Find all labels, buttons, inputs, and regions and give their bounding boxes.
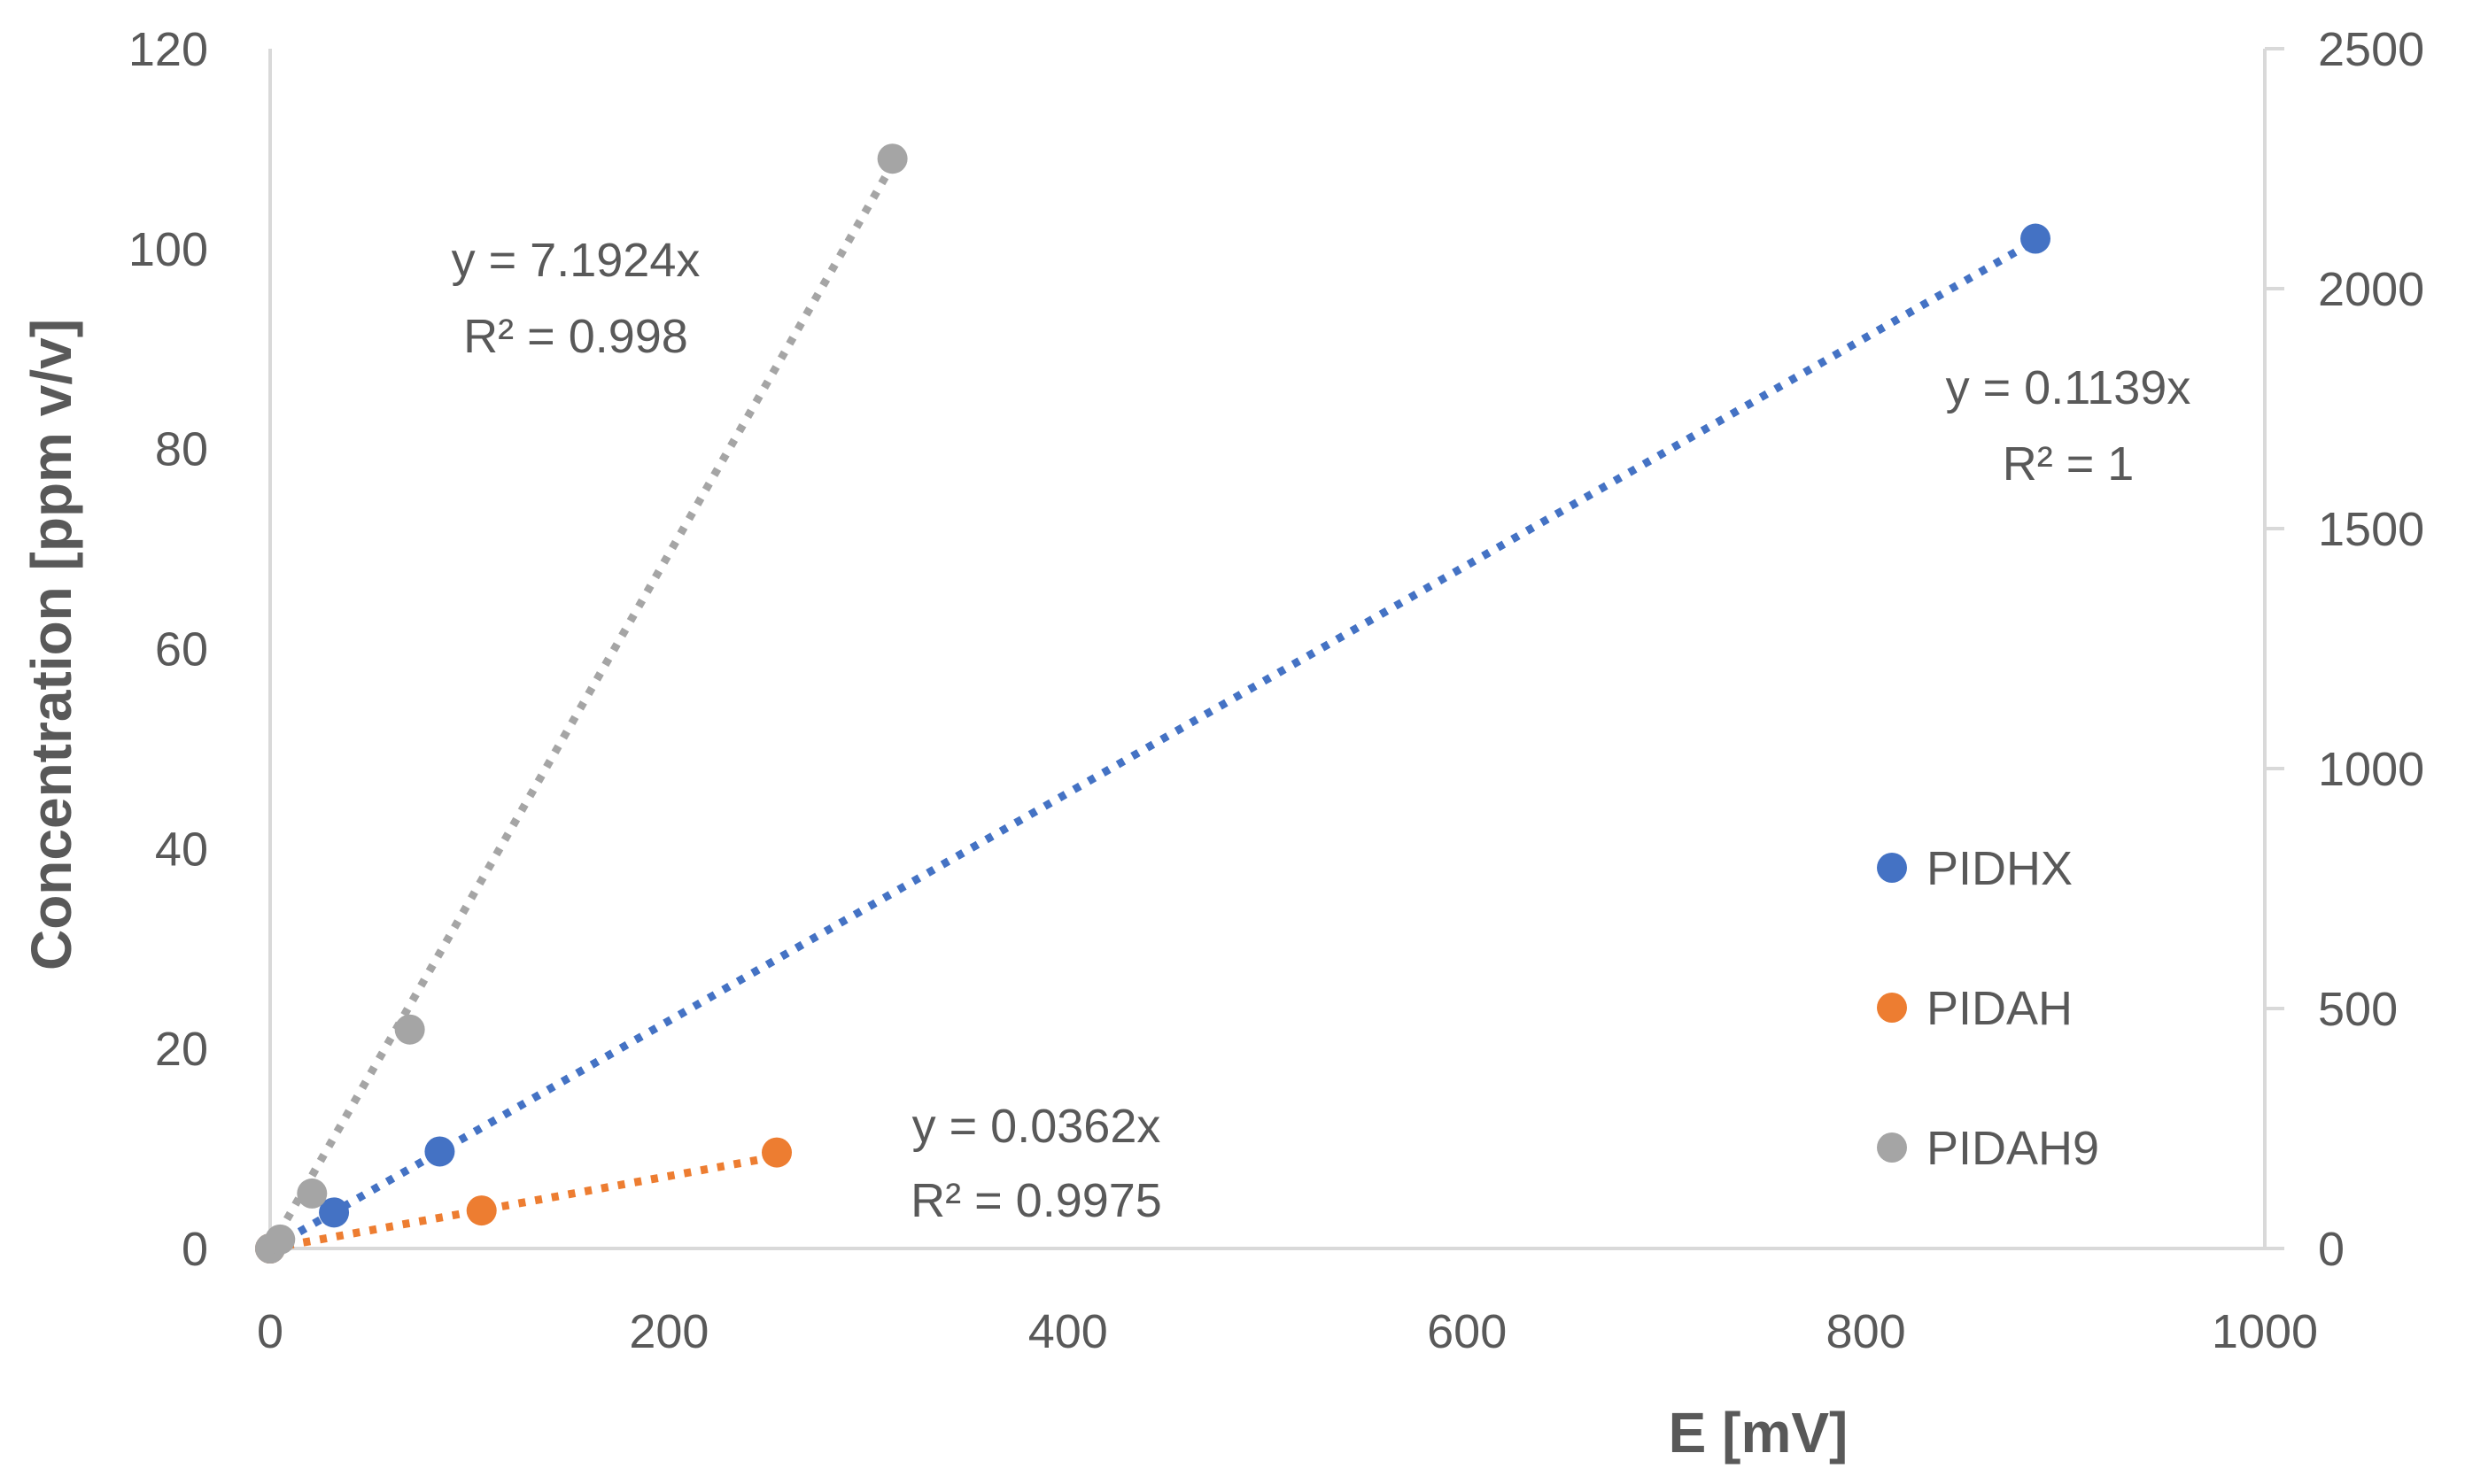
point-pidah-2 xyxy=(762,1137,793,1168)
point-pidah9-2 xyxy=(297,1178,328,1209)
y-tick-label-40: 40 xyxy=(155,823,208,876)
trendline-r2-pidah: R² = 0.9975 xyxy=(911,1174,1162,1227)
x-tick-label-1000: 1000 xyxy=(2212,1305,2318,1358)
secondary-y-tick-label-1000: 1000 xyxy=(2318,743,2424,796)
legend-marker-pidah9 xyxy=(1877,1132,1907,1163)
x-axis-title: E [mV] xyxy=(1669,1401,1849,1465)
trendlines xyxy=(267,162,2038,1253)
trendline-pidah xyxy=(269,1152,778,1253)
y-tick-label-60: 60 xyxy=(155,623,208,676)
y-tick-label-0: 0 xyxy=(182,1223,208,1276)
point-pidhx-1 xyxy=(319,1197,350,1228)
point-pidah9-3 xyxy=(394,1014,425,1045)
axes xyxy=(268,49,2267,1250)
legend: PIDHX PIDAH PIDAH9 xyxy=(1877,842,2099,1175)
trendline-r2-pidhx: R² = 1 xyxy=(2003,437,2135,491)
secondary-y-tick-label-2500: 2500 xyxy=(2318,23,2424,76)
legend-label-pidah: PIDAH xyxy=(1926,982,2073,1035)
secondary-y-tick-labels: 0 500 1000 1500 2000 2500 xyxy=(2265,23,2424,1276)
secondary-y-tick-label-0: 0 xyxy=(2318,1223,2345,1276)
x-tick-label-200: 200 xyxy=(629,1305,709,1358)
secondary-y-tick-label-500: 500 xyxy=(2318,983,2398,1036)
x-tick-label-400: 400 xyxy=(1028,1305,1108,1358)
y-tick-label-120: 120 xyxy=(128,23,208,76)
trendline-equation-pidah9: y = 7.1924x xyxy=(452,234,701,287)
trendline-equation-pidhx: y = 0.1139x xyxy=(1946,361,2191,414)
x-tick-label-800: 800 xyxy=(1826,1305,1906,1358)
point-pidhx-2 xyxy=(424,1136,455,1167)
secondary-y-tick-label-1500: 1500 xyxy=(2318,503,2424,556)
legend-label-pidhx: PIDHX xyxy=(1926,842,2073,895)
point-pidhx-3 xyxy=(2020,223,2051,254)
legend-marker-pidah xyxy=(1877,993,1907,1023)
point-pidah9-1 xyxy=(265,1224,296,1255)
legend-marker-pidhx xyxy=(1877,853,1907,883)
y-tick-label-80: 80 xyxy=(155,423,208,476)
trendline-pidhx xyxy=(267,236,2038,1252)
point-pidah9-4 xyxy=(877,143,908,174)
x-tick-label-0: 0 xyxy=(257,1305,283,1358)
y-axis-title: Concentration [ppm v/v] xyxy=(19,319,83,970)
secondary-y-tick-label-2000: 2000 xyxy=(2318,263,2424,316)
trendline-annotations: y = 0.1139x R² = 1 y = 0.0362x R² = 0.9975 y… xyxy=(452,234,2191,1227)
x-tick-labels: 0 200 400 600 800 1000 xyxy=(257,1305,2318,1358)
point-pidah-1 xyxy=(466,1195,497,1226)
trendline-r2-pidah9: R² = 0.998 xyxy=(463,310,688,363)
legend-label-pidah9: PIDAH9 xyxy=(1926,1122,2099,1175)
y-tick-labels: 0 20 40 60 80 100 120 xyxy=(128,23,208,1276)
trendline-pidah9 xyxy=(267,162,896,1251)
y-tick-label-20: 20 xyxy=(155,1023,208,1076)
x-tick-label-600: 600 xyxy=(1427,1305,1507,1358)
y-tick-label-100: 100 xyxy=(128,223,208,276)
trendline-equation-pidah: y = 0.0362x xyxy=(912,1100,1161,1153)
data-points xyxy=(255,143,2051,1264)
